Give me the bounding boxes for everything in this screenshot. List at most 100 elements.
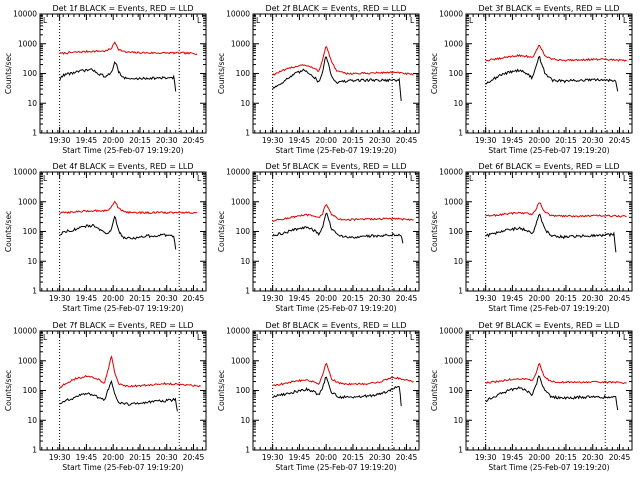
x-tick-label: 20:00 xyxy=(102,294,124,303)
series-line-events xyxy=(59,215,177,250)
plot-frame xyxy=(39,330,207,451)
x-tick-label: 20:30 xyxy=(156,294,178,303)
x-tick-label: 20:30 xyxy=(369,136,391,145)
y-tick-label: 1 xyxy=(245,129,250,138)
x-tick-label: 20:00 xyxy=(315,294,337,303)
x-axis-label: Start Time (25-Feb-07 19:19:20) xyxy=(275,304,396,313)
y-tick-label: 10 xyxy=(453,416,463,425)
panel-title: Det 4f BLACK = Events, RED = LLD xyxy=(52,162,193,171)
y-tick-label: 1000 xyxy=(231,39,250,48)
legend-letter-left: L xyxy=(256,333,261,342)
legend-letter-left: L xyxy=(43,174,48,183)
legend-letter-left: L xyxy=(256,174,261,183)
x-tick-label: 20:15 xyxy=(129,453,151,462)
x-axis-label: Start Time (25-Feb-07 19:19:20) xyxy=(275,146,396,155)
x-tick-label: 19:45 xyxy=(76,453,98,462)
y-tick-label: 100 xyxy=(236,227,251,236)
x-tick-label: 20:15 xyxy=(129,294,151,303)
x-tick-label: 20:30 xyxy=(582,136,604,145)
x-tick-label: 20:30 xyxy=(156,453,178,462)
y-tick-label: 10000 xyxy=(439,168,463,177)
y-tick-label: 1 xyxy=(458,287,463,296)
y-axis-label: Counts/sec xyxy=(4,370,13,411)
y-tick-label: 10000 xyxy=(226,168,250,177)
x-tick-label: 19:45 xyxy=(502,294,524,303)
y-tick-label: 100 xyxy=(236,69,251,78)
y-tick-label: 10000 xyxy=(226,10,250,19)
legend-letter-right: L xyxy=(197,174,202,183)
series-line-lld xyxy=(485,362,627,385)
x-tick-label: 19:45 xyxy=(289,453,311,462)
y-tick-label: 10000 xyxy=(226,327,250,336)
y-axis-label: Counts/sec xyxy=(4,53,13,94)
series-line-lld xyxy=(59,355,201,389)
x-tick-label: 19:30 xyxy=(49,453,71,462)
legend-letter-left: L xyxy=(469,16,474,25)
plot-frame xyxy=(39,13,207,134)
plot-frame xyxy=(465,13,633,134)
panel-det-2: Det 2f BLACK = Events, RED = LLD Counts/s… xyxy=(217,4,420,155)
y-axis-label: Counts/sec xyxy=(217,211,226,252)
panel-title: Det 9f BLACK = Events, RED = LLD xyxy=(478,321,619,330)
y-tick-label: 1000 xyxy=(231,197,250,206)
plot-frame xyxy=(465,330,633,451)
x-tick-label: 20:15 xyxy=(129,136,151,145)
x-axis-label: Start Time (25-Feb-07 19:19:20) xyxy=(488,146,609,155)
y-tick-label: 1 xyxy=(458,446,463,455)
x-tick-label: 20:15 xyxy=(555,136,577,145)
y-tick-label: 10 xyxy=(27,99,37,108)
y-axis-label: Counts/sec xyxy=(217,370,226,411)
x-tick-label: 20:45 xyxy=(396,453,418,462)
y-axis-label: Counts/sec xyxy=(430,53,439,94)
legend-letter-left: L xyxy=(256,16,261,25)
x-tick-label: 20:15 xyxy=(555,294,577,303)
y-tick-label: 1000 xyxy=(444,356,463,365)
x-tick-label: 20:45 xyxy=(609,294,631,303)
legend-letter-left: L xyxy=(469,174,474,183)
series-line-lld xyxy=(59,200,198,215)
series-line-events xyxy=(485,55,619,92)
y-tick-label: 10 xyxy=(27,257,37,266)
plot-frame xyxy=(252,330,420,451)
x-tick-label: 20:00 xyxy=(528,453,550,462)
x-axis-label: Start Time (25-Feb-07 19:19:20) xyxy=(62,304,183,313)
x-tick-label: 19:30 xyxy=(475,294,497,303)
panel-title: Det 6f BLACK = Events, RED = LLD xyxy=(478,162,619,171)
y-tick-label: 100 xyxy=(236,386,251,395)
x-tick-label: 20:00 xyxy=(528,294,550,303)
series-line-lld xyxy=(485,44,627,62)
x-tick-label: 19:30 xyxy=(262,453,284,462)
x-tick-label: 19:45 xyxy=(289,294,311,303)
panel-det-9: Det 9f BLACK = Events, RED = LLD Counts/s… xyxy=(430,321,633,472)
panel-det-1: Det 1f BLACK = Events, RED = LLD Counts/s… xyxy=(4,4,207,155)
x-tick-label: 19:45 xyxy=(76,294,98,303)
series-line-lld xyxy=(59,41,198,56)
series-line-events xyxy=(59,60,177,92)
x-axis-label: Start Time (25-Feb-07 19:19:20) xyxy=(275,463,396,472)
plot-frame xyxy=(252,171,420,292)
series-line-lld xyxy=(272,203,414,222)
y-tick-label: 1 xyxy=(32,287,37,296)
y-tick-label: 100 xyxy=(23,227,38,236)
series-line-events xyxy=(272,212,404,244)
x-tick-label: 20:45 xyxy=(609,136,631,145)
x-axis-label: Start Time (25-Feb-07 19:19:20) xyxy=(488,304,609,313)
x-tick-label: 20:15 xyxy=(342,294,364,303)
y-tick-label: 100 xyxy=(449,386,464,395)
series-line-lld xyxy=(272,362,414,387)
x-tick-label: 20:00 xyxy=(102,453,124,462)
x-tick-label: 20:15 xyxy=(555,453,577,462)
y-tick-label: 10000 xyxy=(13,10,37,19)
x-tick-label: 20:45 xyxy=(183,294,205,303)
x-tick-label: 20:45 xyxy=(183,453,205,462)
x-tick-label: 19:30 xyxy=(49,294,71,303)
panel-det-6: Det 6f BLACK = Events, RED = LLD Counts/s… xyxy=(430,162,633,313)
y-tick-label: 1 xyxy=(245,287,250,296)
legend-letter-right: L xyxy=(410,174,415,183)
series-line-lld xyxy=(485,202,627,218)
y-tick-label: 1000 xyxy=(18,197,37,206)
plot-frame xyxy=(465,171,633,292)
x-tick-label: 20:30 xyxy=(369,453,391,462)
x-tick-label: 20:00 xyxy=(102,136,124,145)
x-tick-label: 19:30 xyxy=(262,136,284,145)
